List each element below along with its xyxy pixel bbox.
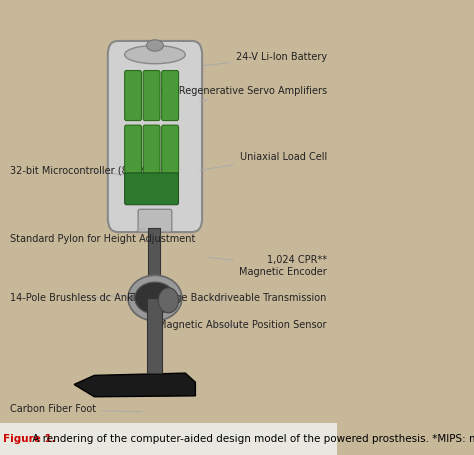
Ellipse shape (125, 46, 185, 64)
FancyBboxPatch shape (138, 209, 172, 232)
FancyBboxPatch shape (143, 125, 160, 175)
Ellipse shape (158, 288, 179, 313)
Text: Figure 1.: Figure 1. (3, 434, 56, 444)
Text: 32-bit Microcontroller (80 MIPS*): 32-bit Microcontroller (80 MIPS*) (10, 166, 169, 177)
FancyBboxPatch shape (125, 125, 141, 175)
Text: Three-Stage Backdriveable Transmission: Three-Stage Backdriveable Transmission (128, 293, 327, 303)
Text: Carbon Fiber Foot: Carbon Fiber Foot (10, 404, 142, 415)
Bar (146, 298, 162, 373)
Text: Uniaxial Load Cell: Uniaxial Load Cell (200, 152, 327, 170)
Bar (0, 423, 337, 455)
FancyBboxPatch shape (108, 41, 202, 232)
Text: 14-Pole Brushless dc Ankle Motor: 14-Pole Brushless dc Ankle Motor (10, 293, 173, 303)
FancyBboxPatch shape (162, 71, 179, 121)
Text: Standard Pylon for Height Adjustment: Standard Pylon for Height Adjustment (10, 228, 195, 244)
FancyBboxPatch shape (125, 173, 179, 205)
Polygon shape (74, 373, 195, 397)
Text: 1,024 CPR**
Magnetic Encoder: 1,024 CPR** Magnetic Encoder (208, 255, 327, 277)
Text: Dual Regenerative Servo Amplifiers: Dual Regenerative Servo Amplifiers (153, 86, 327, 101)
Text: 24-V Li-Ion Battery: 24-V Li-Ion Battery (203, 52, 327, 66)
Ellipse shape (128, 275, 182, 321)
FancyBboxPatch shape (143, 71, 160, 121)
Text: Magnetic Absolute Position Sensor: Magnetic Absolute Position Sensor (158, 320, 327, 330)
Ellipse shape (146, 40, 164, 51)
Ellipse shape (135, 282, 175, 314)
Bar (148, 228, 160, 291)
Text: A rendering of the computer-aided design model of the powered prosthesis. *MIPS:: A rendering of the computer-aided design… (28, 434, 474, 444)
FancyBboxPatch shape (125, 71, 141, 121)
FancyBboxPatch shape (162, 125, 179, 175)
